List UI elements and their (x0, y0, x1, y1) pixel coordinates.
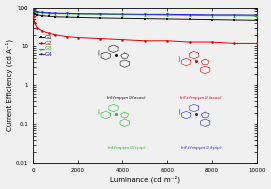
G3 (121, 13, 124, 16)
G3 (143, 14, 146, 16)
G2 (121, 39, 124, 41)
G3 (65, 13, 68, 15)
G1 (143, 17, 146, 20)
Line: G1: G1 (32, 10, 258, 22)
G2 (31, 8, 35, 10)
G1 (54, 16, 57, 18)
G3 (32, 9, 35, 12)
G4 (166, 13, 169, 15)
Line: G2: G2 (32, 8, 258, 45)
G2 (166, 40, 169, 42)
G3 (166, 14, 169, 16)
G1 (40, 15, 44, 17)
G4 (40, 11, 44, 14)
G1 (188, 18, 191, 20)
G3 (40, 12, 44, 14)
G3 (36, 11, 39, 13)
G1 (31, 10, 35, 12)
G2 (36, 27, 39, 29)
G1 (210, 19, 214, 21)
G1 (121, 17, 124, 19)
G2 (32, 15, 35, 17)
G4 (121, 13, 124, 15)
G3 (47, 12, 50, 15)
G1 (233, 19, 236, 21)
G4 (210, 14, 214, 16)
Line: G3: G3 (32, 7, 258, 17)
Y-axis label: Current Efficiency (cd A⁻¹): Current Efficiency (cd A⁻¹) (6, 40, 13, 131)
G4 (233, 14, 236, 16)
G1 (36, 14, 39, 16)
G4 (188, 13, 191, 16)
G4 (143, 13, 146, 15)
G4 (255, 14, 258, 16)
G2 (33, 22, 36, 24)
Text: Ir(f-tfmppm)$_2$(acac): Ir(f-tfmppm)$_2$(acac) (179, 94, 223, 102)
G3 (76, 13, 79, 15)
G2 (98, 37, 102, 40)
Legend: G1, G2, G3, G4: G1, G2, G3, G4 (38, 34, 54, 58)
G3 (233, 15, 236, 17)
G2 (65, 35, 68, 38)
G2 (188, 41, 191, 43)
G2 (210, 41, 214, 43)
G4 (31, 7, 35, 9)
X-axis label: Luminance (cd m⁻²): Luminance (cd m⁻²) (110, 176, 180, 184)
G2 (233, 42, 236, 45)
Line: G4: G4 (32, 7, 258, 16)
G3 (33, 10, 36, 12)
G4 (33, 10, 36, 12)
G3 (54, 12, 57, 15)
G2 (47, 32, 50, 34)
G1 (65, 16, 68, 18)
G2 (40, 30, 44, 32)
G4 (32, 9, 35, 11)
G3 (255, 15, 258, 17)
G4 (98, 13, 102, 15)
G1 (47, 15, 50, 17)
Text: Ir(tfmppm)$_2$(tpip): Ir(tfmppm)$_2$(tpip) (107, 144, 147, 152)
G3 (98, 13, 102, 15)
G4 (65, 12, 68, 15)
G1 (33, 13, 36, 15)
G4 (54, 12, 57, 14)
G1 (98, 17, 102, 19)
G1 (255, 19, 258, 22)
G4 (76, 12, 79, 15)
G3 (210, 15, 214, 17)
G2 (76, 36, 79, 39)
G2 (255, 42, 258, 45)
G1 (76, 16, 79, 19)
G2 (54, 34, 57, 36)
G2 (143, 40, 146, 42)
G3 (31, 7, 35, 10)
G1 (32, 12, 35, 14)
G3 (188, 14, 191, 16)
G4 (36, 11, 39, 13)
G1 (166, 18, 169, 20)
Text: Ir(f-tfmppm)$_2$(tpip): Ir(f-tfmppm)$_2$(tpip) (179, 144, 222, 152)
G4 (47, 12, 50, 14)
Text: Ir(tfmppm)$_2$(acac): Ir(tfmppm)$_2$(acac) (107, 94, 147, 102)
